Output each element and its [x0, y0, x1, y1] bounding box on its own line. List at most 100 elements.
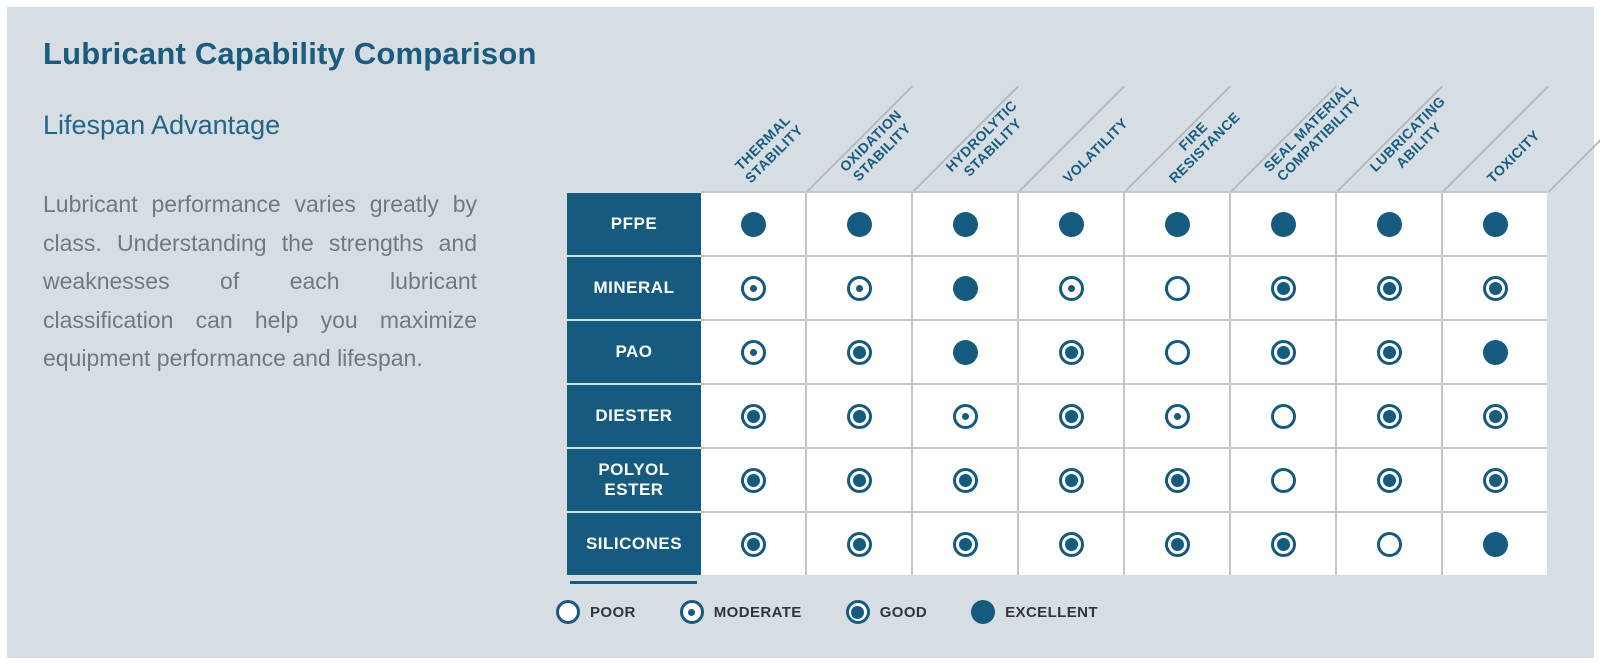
rating-excellent-icon: [952, 275, 978, 301]
rating-moderate-icon: [740, 339, 766, 365]
header-divider-line: [1547, 85, 1600, 193]
page-title: Lubricant Capability Comparison: [43, 36, 537, 71]
rating-good-icon: [1164, 531, 1190, 557]
cell-pao-hydrolytic-stability: [913, 321, 1017, 383]
rating-inner-dot: [746, 473, 760, 487]
rating-excellent-icon: [1058, 211, 1084, 237]
legend-item-moderate: MODERATE: [679, 600, 802, 624]
rating-good-icon: [1270, 531, 1296, 557]
rating-excellent-icon: [1270, 211, 1296, 237]
cell-pfpe-volatility: [1019, 193, 1123, 255]
rating-inner-dot: [1382, 281, 1396, 295]
cell-mineral-hydrolytic-stability: [913, 257, 1017, 319]
cell-diester-seal-material-compatibility: [1231, 385, 1335, 447]
rating-moderate-icon: [740, 275, 766, 301]
cell-pao-volatility: [1019, 321, 1123, 383]
row-header-polyol-ester: POLYOL ESTER: [567, 449, 701, 511]
rating-inner-dot: [1064, 473, 1078, 487]
rating-good-icon: [740, 531, 766, 557]
cell-mineral-lubricating-ability: [1337, 257, 1441, 319]
rating-inner-dot: [1382, 409, 1396, 423]
column-header-thermal-stability: THERMAL STABILITY: [731, 111, 806, 186]
intro-paragraph: Lubricant performance varies greatly by …: [43, 191, 477, 371]
cell-silicones-hydrolytic-stability: [913, 513, 1017, 575]
rating-inner-dot: [746, 537, 760, 551]
rating-inner-dot: [1382, 473, 1396, 487]
rating-good-icon: [1058, 339, 1084, 365]
column-header-toxicity: TOXICITY: [1483, 126, 1543, 186]
legend-excellent-icon: [971, 600, 996, 624]
legend-item-excellent: EXCELLENT: [971, 600, 1098, 624]
rating-inner-dot: [1276, 281, 1290, 295]
rating-inner-dot: [855, 284, 863, 292]
cell-pfpe-lubricating-ability: [1337, 193, 1441, 255]
rating-good-icon: [1164, 467, 1190, 493]
cell-pao-lubricating-ability: [1337, 321, 1441, 383]
cell-polyol-ester-thermal-stability: [701, 449, 805, 511]
rating-poor-icon: [1164, 339, 1190, 365]
rating-good-icon: [952, 531, 978, 557]
cell-mineral-seal-material-compatibility: [1231, 257, 1335, 319]
capability-matrix: [701, 191, 1547, 575]
row-headers: PFPE MINERAL PAO DIESTER POLYOL ESTER SILICON…: [567, 193, 701, 575]
rating-inner-dot: [852, 345, 866, 359]
row-header-mineral: MINERAL: [567, 257, 701, 319]
cell-pfpe-oxidation-stability: [807, 193, 911, 255]
rating-inner-dot: [851, 605, 865, 619]
cell-mineral-toxicity: [1443, 257, 1547, 319]
rating-excellent-icon: [1164, 211, 1190, 237]
rating-good-icon: [1058, 467, 1084, 493]
cell-diester-fire-resistance: [1125, 385, 1229, 447]
row-header-pao: PAO: [567, 321, 701, 383]
cell-polyol-ester-fire-resistance: [1125, 449, 1229, 511]
rating-excellent-icon: [952, 339, 978, 365]
rating-good-icon: [846, 531, 872, 557]
rating-good-icon: [1376, 339, 1402, 365]
rating-inner-dot: [1067, 284, 1075, 292]
rating-excellent-icon: [1482, 339, 1508, 365]
cell-pao-thermal-stability: [701, 321, 805, 383]
rating-inner-dot: [1276, 537, 1290, 551]
cell-mineral-fire-resistance: [1125, 257, 1229, 319]
cell-pfpe-fire-resistance: [1125, 193, 1229, 255]
cell-pao-toxicity: [1443, 321, 1547, 383]
rating-moderate-icon: [1058, 275, 1084, 301]
cell-diester-volatility: [1019, 385, 1123, 447]
cell-diester-lubricating-ability: [1337, 385, 1441, 447]
rating-inner-dot: [1064, 345, 1078, 359]
cell-diester-thermal-stability: [701, 385, 805, 447]
legend-item-label: MODERATE: [713, 603, 802, 621]
cell-polyol-ester-lubricating-ability: [1337, 449, 1441, 511]
cell-polyol-ester-volatility: [1019, 449, 1123, 511]
cell-pfpe-seal-material-compatibility: [1231, 193, 1335, 255]
legend-item-label: POOR: [590, 603, 636, 621]
rating-poor-icon: [1270, 403, 1296, 429]
rating-inner-dot: [958, 473, 972, 487]
column-header-fire-resistance: FIRE RESISTANCE: [1165, 108, 1243, 186]
rating-inner-dot: [749, 348, 757, 356]
rating-good-icon: [1270, 275, 1296, 301]
row-header-pfpe: PFPE: [567, 193, 701, 255]
legend-item-label: GOOD: [879, 603, 928, 621]
rating-inner-dot: [958, 537, 972, 551]
rating-excellent-icon: [1482, 211, 1508, 237]
rating-inner-dot: [1488, 281, 1502, 295]
rating-good-icon: [846, 339, 872, 365]
rating-inner-dot: [1276, 345, 1290, 359]
cell-diester-oxidation-stability: [807, 385, 911, 447]
rating-good-icon: [1482, 467, 1508, 493]
rating-inner-dot: [1382, 345, 1396, 359]
row-header-silicones: SILICONES: [567, 513, 701, 575]
legend-item-good: GOOD: [845, 600, 928, 624]
cell-pfpe-hydrolytic-stability: [913, 193, 1017, 255]
rating-good-icon: [1482, 403, 1508, 429]
cell-polyol-ester-hydrolytic-stability: [913, 449, 1017, 511]
cell-pao-oxidation-stability: [807, 321, 911, 383]
cell-silicones-fire-resistance: [1125, 513, 1229, 575]
cell-silicones-toxicity: [1443, 513, 1547, 575]
rating-excellent-icon: [1482, 531, 1508, 557]
table-bottom-accent: [570, 581, 697, 584]
legend-item-label: EXCELLENT: [1005, 603, 1098, 621]
cell-pao-seal-material-compatibility: [1231, 321, 1335, 383]
cell-polyol-ester-oxidation-stability: [807, 449, 911, 511]
